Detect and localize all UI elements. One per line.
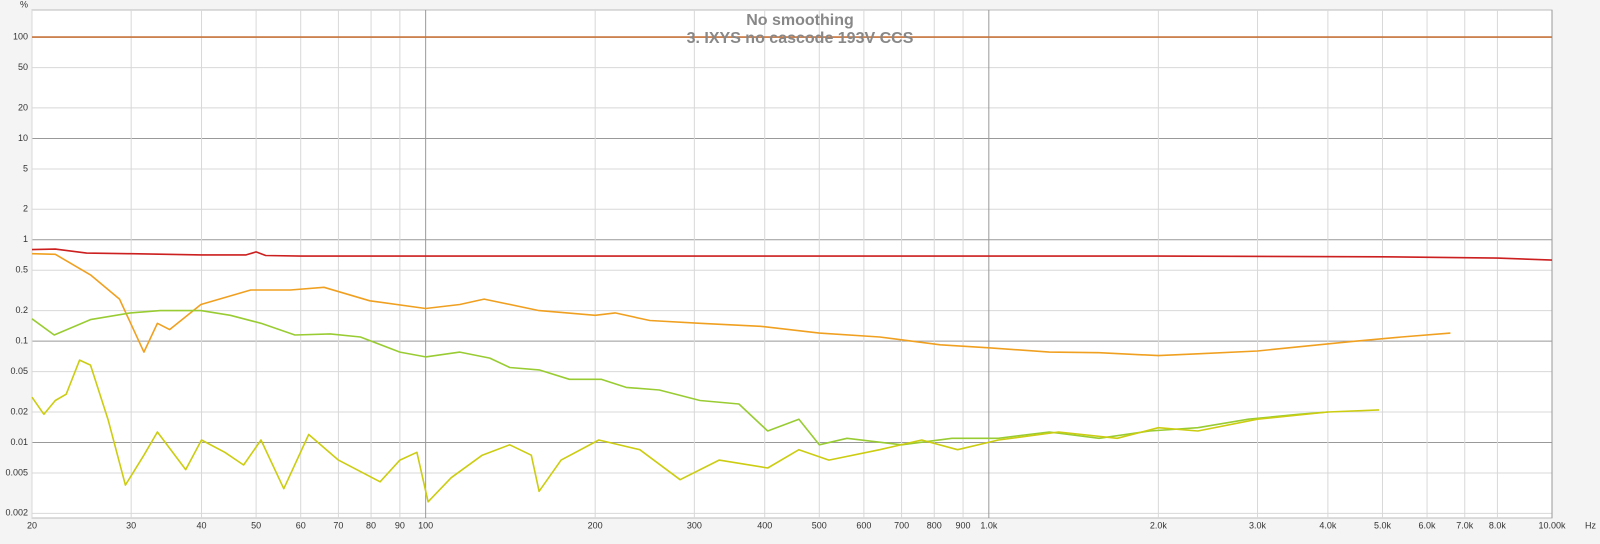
y-tick-label: 10 <box>18 133 28 143</box>
y-tick-label: 0.002 <box>5 508 28 518</box>
chart-title: No smoothing <box>746 12 854 29</box>
x-tick-label: 80 <box>366 520 376 530</box>
y-tick-label: 5 <box>23 163 28 173</box>
y-tick-label: 1 <box>23 234 28 244</box>
x-tick-label: 700 <box>894 520 909 530</box>
x-tick-label: 800 <box>927 520 942 530</box>
x-tick-label: 900 <box>956 520 971 530</box>
y-tick-label: 0.5 <box>15 265 28 275</box>
x-tick-label: 2.0k <box>1150 520 1168 530</box>
y-tick-label: 0.02 <box>10 406 28 416</box>
x-tick-label: 3.0k <box>1249 520 1267 530</box>
x-tick-label: 100 <box>418 520 433 530</box>
x-tick-label: 5.0k <box>1374 520 1392 530</box>
series-line <box>31 359 1380 503</box>
x-tick-label: 7.0k <box>1456 520 1474 530</box>
x-tick-label: 90 <box>395 520 405 530</box>
series-line <box>31 309 1328 446</box>
x-tick-label: 30 <box>126 520 136 530</box>
x-tick-label: 60 <box>296 520 306 530</box>
x-tick-label: 400 <box>757 520 772 530</box>
plot-area <box>31 9 1553 519</box>
y-tick-label: 0.01 <box>10 437 28 447</box>
y-tick-label: 2 <box>23 204 28 214</box>
chart-subtitle: 3. IXYS no cascode 193V CCS <box>687 30 914 47</box>
x-tick-label: 600 <box>856 520 871 530</box>
x-tick-label: 1.0k <box>980 520 998 530</box>
x-unit: Hz <box>1585 520 1596 530</box>
y-tick-label: 0.2 <box>15 305 28 315</box>
y-unit: % <box>20 0 28 9</box>
x-tick-label: 8.0k <box>1489 520 1507 530</box>
x-tick-label: 20 <box>27 520 37 530</box>
y-tick-label: 100 <box>13 31 28 41</box>
x-tick-label: 40 <box>197 520 207 530</box>
x-tick-label: 200 <box>588 520 603 530</box>
series-line <box>31 252 1451 357</box>
x-tick-label: 500 <box>812 520 827 530</box>
y-tick-label: 0.1 <box>15 336 28 346</box>
x-tick-label: 70 <box>333 520 343 530</box>
lines <box>31 36 1553 503</box>
y-tick-label: 0.05 <box>10 366 28 376</box>
x-tick-label: 300 <box>687 520 702 530</box>
x-tick-label: 50 <box>251 520 261 530</box>
y-tick-label: 0.005 <box>5 467 28 477</box>
x-tick-label: 10.00k <box>1538 520 1566 530</box>
grid <box>31 10 1553 518</box>
y-tick-label: 50 <box>18 62 28 72</box>
x-tick-label: 6.0k <box>1419 520 1437 530</box>
y-tick-label: 20 <box>18 102 28 112</box>
series-line <box>31 248 1553 261</box>
x-tick-label: 4.0k <box>1319 520 1337 530</box>
